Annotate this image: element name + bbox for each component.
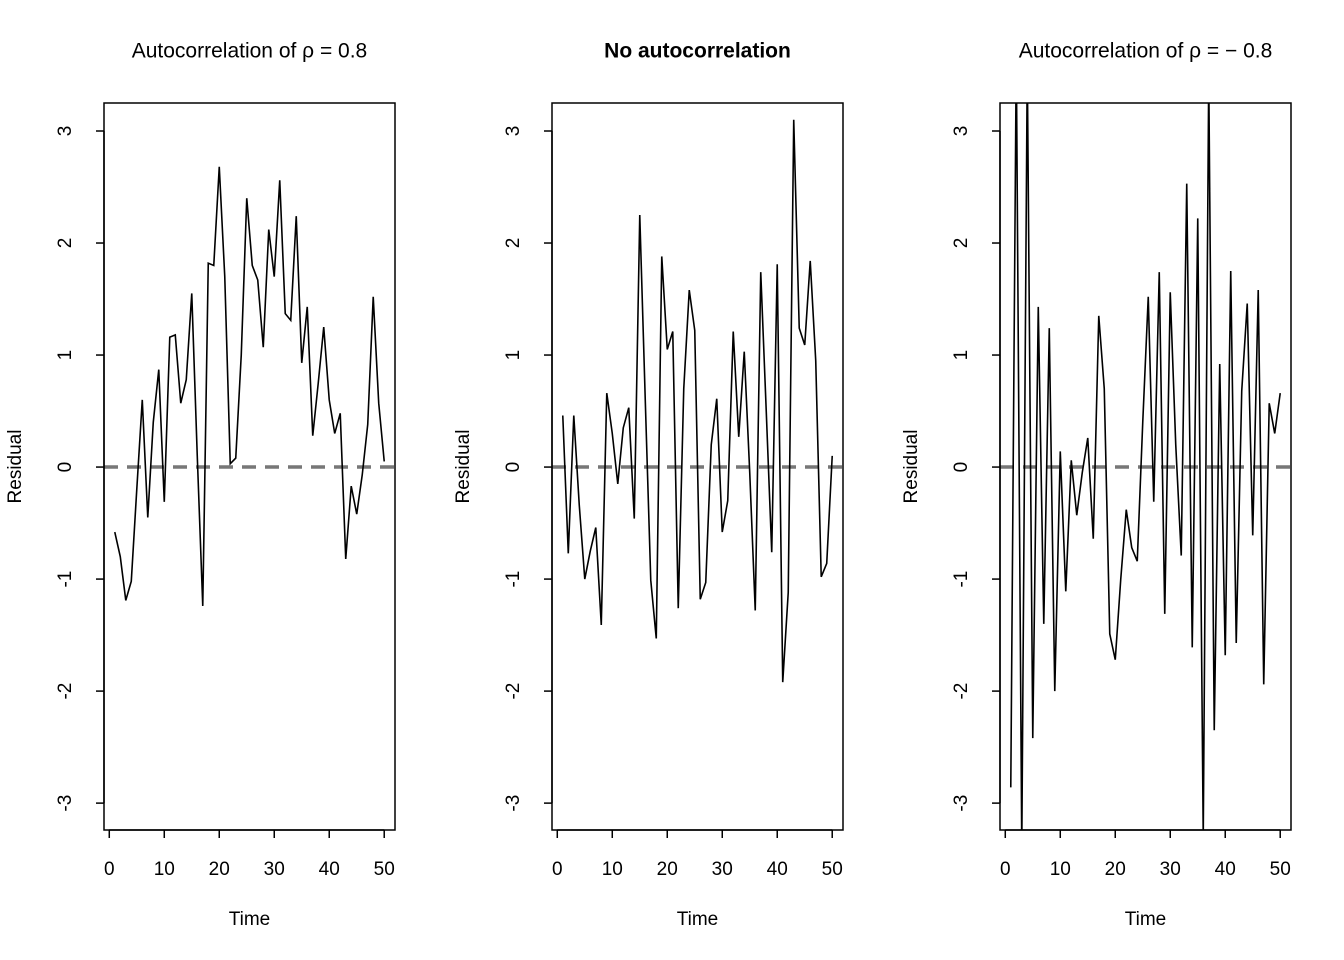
y-tick-label: 2 [951,238,972,249]
x-tick-label: 40 [319,859,340,880]
x-tick-label: 10 [154,859,175,880]
y-tick-label: -3 [503,795,524,812]
x-tick-label: 50 [822,859,843,880]
x-tick-label: 40 [1215,859,1236,880]
panel-title: Autocorrelation of ρ = 0.8 [132,40,368,63]
x-axis-label: Time [1125,909,1167,930]
y-tick-label: -1 [55,571,76,588]
y-tick-label: -3 [55,795,76,812]
y-tick-label: 2 [503,238,524,249]
x-axis-label: Time [229,909,271,930]
x-tick-label: 50 [374,859,395,880]
y-tick-label: 1 [55,350,76,361]
x-tick-label: 50 [1270,859,1291,880]
y-tick-label: 0 [951,462,972,473]
y-axis-label: Residual [901,430,922,504]
x-tick-label: 20 [209,859,230,880]
y-tick-label: -2 [55,683,76,700]
x-tick-label: 20 [657,859,678,880]
x-tick-label: 10 [1050,859,1071,880]
y-tick-label: 0 [503,462,524,473]
y-axis-label: Residual [453,430,474,504]
x-tick-label: 30 [712,859,733,880]
x-tick-label: 10 [602,859,623,880]
x-tick-label: 30 [264,859,285,880]
data-line [1009,103,1282,830]
x-tick-label: 40 [767,859,788,880]
y-tick-label: 0 [55,462,76,473]
y-tick-label: 2 [55,238,76,249]
x-tick-label: 0 [1000,859,1011,880]
data-line [561,119,834,683]
y-tick-label: -2 [503,683,524,700]
x-axis-label: Time [677,909,719,930]
y-tick-label: 1 [951,350,972,361]
y-tick-label: 1 [503,350,524,361]
x-tick-label: 0 [552,859,563,880]
y-tick-label: 3 [951,126,972,137]
y-tick-label: 3 [503,126,524,137]
x-tick-label: 30 [1160,859,1181,880]
y-tick-label: -1 [503,571,524,588]
y-tick-label: -2 [951,683,972,700]
panel-title: No autocorrelation [604,40,791,63]
y-tick-label: 3 [55,126,76,137]
y-axis-label: Residual [5,430,26,504]
x-tick-label: 20 [1105,859,1126,880]
y-tick-label: -3 [951,795,972,812]
y-tick-label: -1 [951,571,972,588]
x-tick-label: 0 [104,859,115,880]
data-line [113,166,386,606]
panel-title: Autocorrelation of ρ = − 0.8 [1019,40,1273,63]
